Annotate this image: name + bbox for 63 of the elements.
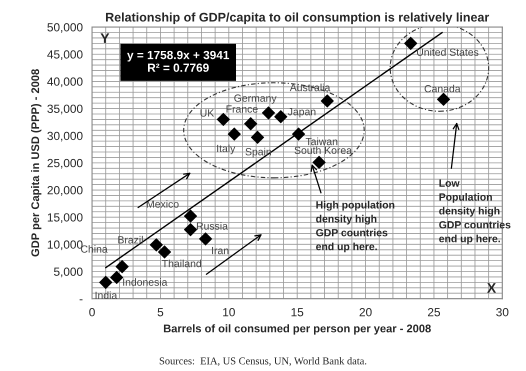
point [116, 260, 129, 274]
annotation: High population density high GDP countries end up here. [316, 200, 394, 252]
point [292, 128, 306, 141]
point [216, 112, 230, 126]
annotation: Y [100, 33, 110, 43]
annotation: India [96, 291, 118, 300]
point [274, 110, 288, 124]
annotation: Canada [424, 84, 461, 92]
x-tick-label: 30 [496, 308, 508, 316]
annotation: Mexico [146, 200, 179, 208]
x-tick-label: 15 [292, 308, 304, 316]
point [150, 238, 163, 252]
y-tick-label: 25,000 [48, 158, 83, 169]
point [404, 36, 418, 50]
y-tick-label: - [80, 299, 82, 300]
annotation: Germany [234, 94, 277, 104]
point [99, 276, 112, 289]
y-tick-label: 30,000 [47, 132, 83, 142]
annotation: y = 1758.9x + 3941 R² = 0.7769 [127, 50, 230, 72]
annotation: UK [200, 109, 214, 117]
y-tick-label: 5,000 [54, 268, 83, 278]
y-tick-label: 45,000 [47, 50, 83, 60]
y-tick-label: 20,000 [48, 186, 83, 196]
point [158, 245, 172, 259]
y-tick-label: 15,000 [48, 213, 83, 223]
x-tick-label: 10 [223, 308, 235, 316]
y-tick-label: 50,000 [47, 23, 83, 33]
x-tick-label: 20 [360, 308, 372, 316]
annotation: Thailand [162, 260, 202, 268]
point [250, 130, 264, 144]
y-tick-label: 10,000 [48, 240, 83, 250]
point [228, 128, 241, 141]
y-tick-label: 40,000 [47, 77, 83, 88]
annotation: Japan [288, 108, 316, 118]
y-tick-label: 35,000 [47, 104, 83, 114]
point [312, 156, 326, 169]
x-tick-label: 0 [89, 308, 95, 316]
source-note: Sources: EIA, US Census, UN, World Bank data. [160, 357, 366, 366]
annotation: Spain [246, 148, 271, 158]
annotation: X [487, 283, 496, 293]
annotation: Indonesia [123, 278, 168, 286]
x-tick-label: 25 [428, 308, 440, 316]
x-tick-label: 5 [158, 308, 164, 316]
annotation: United States [417, 48, 478, 56]
point [198, 232, 212, 246]
annotation: Iran [212, 246, 228, 254]
point [184, 210, 198, 223]
annotation: France [226, 105, 258, 113]
annotation: South Korea [294, 146, 352, 154]
point [110, 270, 124, 284]
annotation: Russia [196, 222, 228, 230]
x-axis-title: Barrels of oil consumed per person per year - 2008 [164, 324, 431, 335]
annotation: Low Population density high GDP countries end up here. [439, 180, 510, 244]
y-axis-title: GDP per Capita in USD (PPP) - 2008 [31, 69, 42, 256]
annotation: Taiwan [306, 138, 338, 146]
chart-title: Relationship of GDP/capita to oil consumption is relatively linear [106, 12, 490, 24]
point [262, 106, 276, 120]
annotation: Brazil [118, 236, 143, 244]
point [436, 92, 450, 106]
point [184, 223, 198, 236]
point [320, 94, 334, 108]
point [244, 117, 258, 130]
annotation: Italy [217, 144, 236, 154]
